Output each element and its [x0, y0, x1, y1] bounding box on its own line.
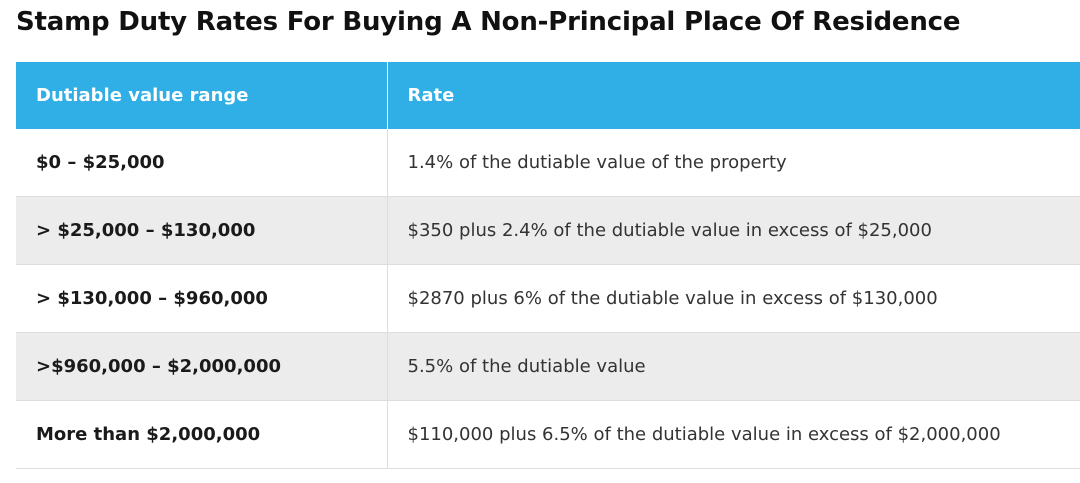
rate-cell: 5.5% of the dutiable value	[387, 332, 1080, 401]
table-row: > $25,000 – $130,000 $350 plus 2.4% of t…	[16, 196, 1080, 265]
table-row: $0 – $25,000 1.4% of the dutiable value …	[16, 129, 1080, 197]
table-header-row: Dutiable value range Rate	[16, 62, 1080, 129]
rate-cell: 1.4% of the dutiable value of the proper…	[387, 129, 1080, 197]
rate-cell: $110,000 plus 6.5% of the dutiable value…	[387, 400, 1080, 469]
rate-cell: $2870 plus 6% of the dutiable value in e…	[387, 264, 1080, 333]
stamp-duty-rates-table: Dutiable value range Rate $0 – $25,000 1…	[16, 62, 1080, 469]
table-row: > $130,000 – $960,000 $2870 plus 6% of t…	[16, 264, 1080, 333]
rate-cell: $350 plus 2.4% of the dutiable value in …	[387, 196, 1080, 265]
dutiable-value-range-cell: $0 – $25,000	[16, 129, 388, 197]
column-header-dutiable-value-range: Dutiable value range	[16, 62, 388, 129]
dutiable-value-range-cell: >$960,000 – $2,000,000	[16, 332, 388, 401]
dutiable-value-range-cell: > $130,000 – $960,000	[16, 264, 388, 333]
table-row: More than $2,000,000 $110,000 plus 6.5% …	[16, 400, 1080, 469]
table-row: >$960,000 – $2,000,000 5.5% of the dutia…	[16, 332, 1080, 401]
page-title: Stamp Duty Rates For Buying A Non-Princi…	[16, 7, 961, 37]
column-header-rate: Rate	[387, 62, 1080, 129]
dutiable-value-range-cell: More than $2,000,000	[16, 400, 388, 469]
dutiable-value-range-cell: > $25,000 – $130,000	[16, 196, 388, 265]
